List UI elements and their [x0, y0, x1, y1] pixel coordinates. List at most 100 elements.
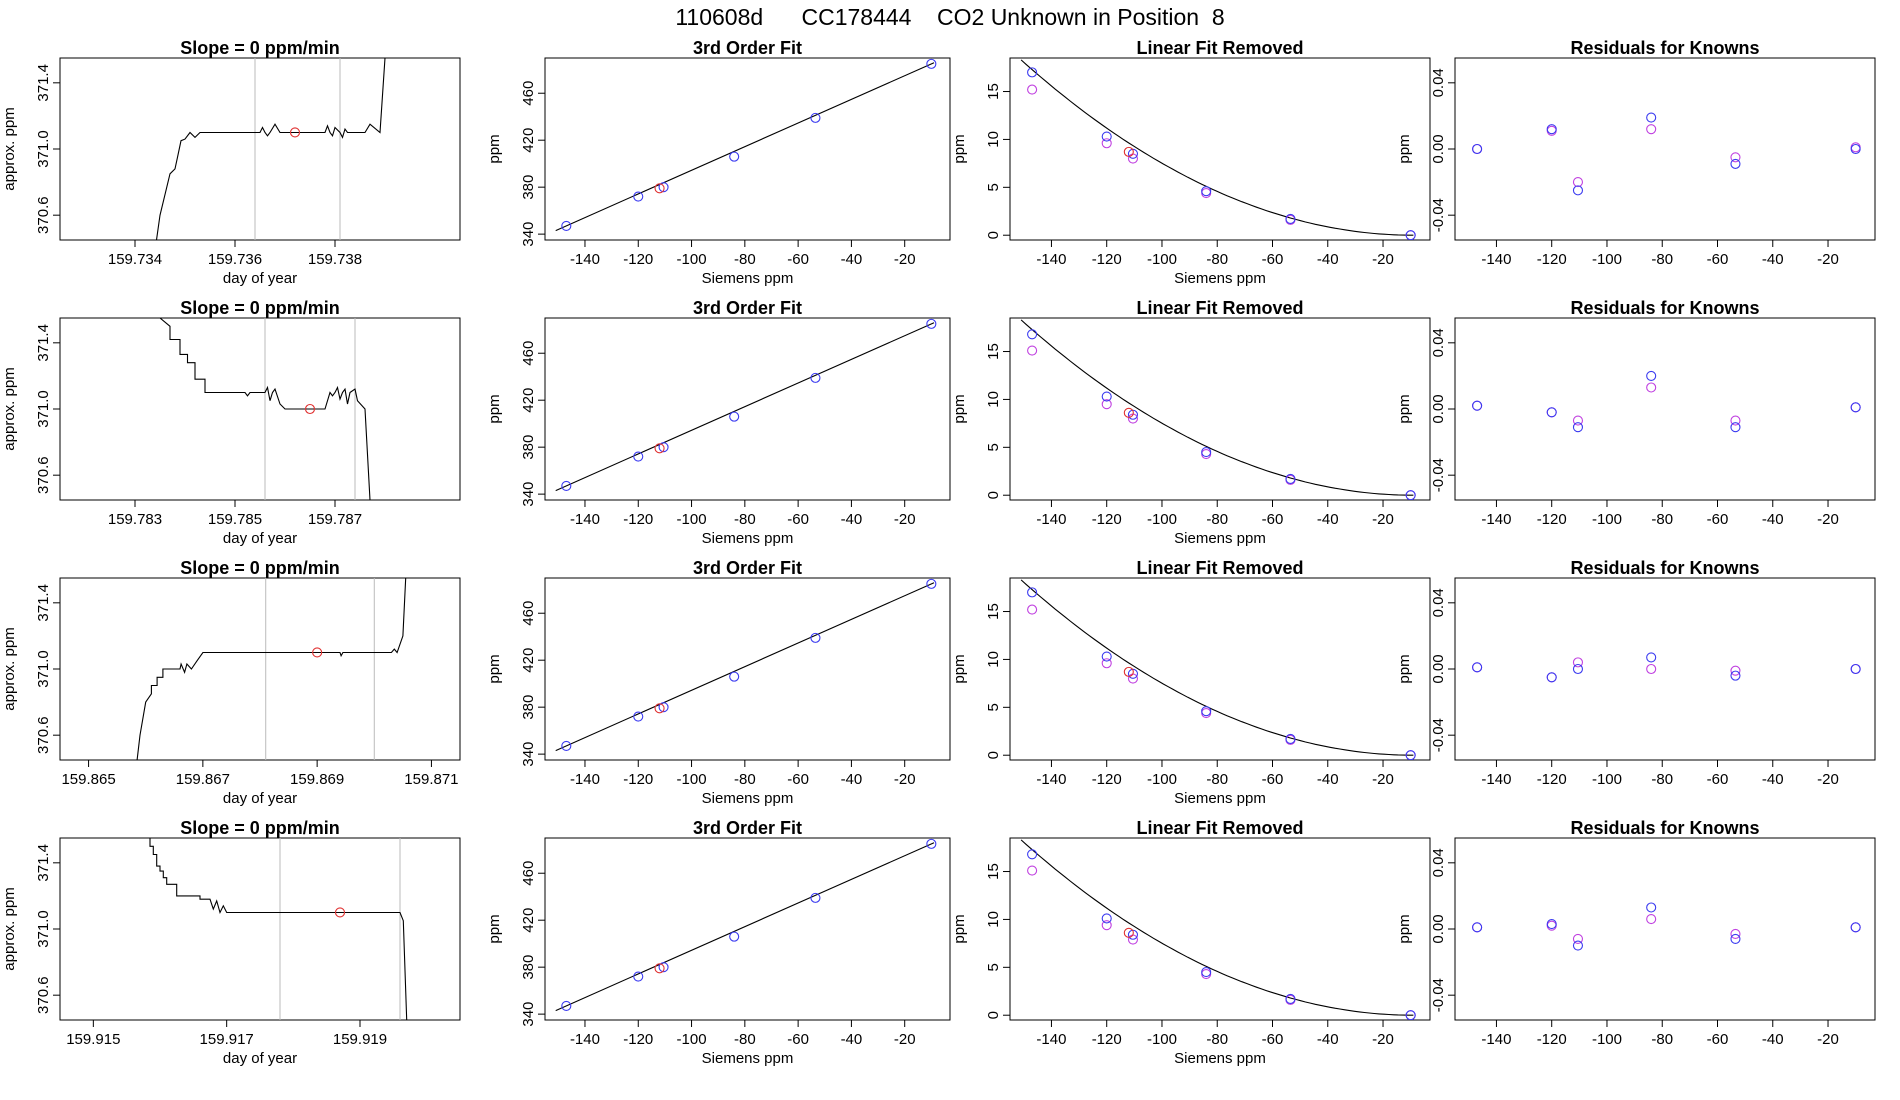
x-axis-label: Siemens ppm	[1174, 530, 1266, 547]
x-tick-label: -100	[1592, 771, 1622, 788]
y-axis-label: ppm	[951, 134, 968, 163]
x-axis-label: Siemens ppm	[702, 790, 794, 807]
y-tick-label: -0.04	[1430, 978, 1447, 1012]
plot-area	[555, 838, 937, 1012]
y-tick-label: 460	[520, 601, 537, 626]
x-tick-label: -120	[1537, 511, 1567, 528]
fit-curve	[1020, 59, 1414, 236]
plot-frame	[1454, 837, 1876, 1021]
x-axis-label: day of year	[223, 790, 297, 807]
standard-point	[1572, 422, 1584, 433]
standard-point-alt	[1101, 138, 1112, 149]
y-tick-label: 5	[985, 963, 1002, 971]
y-axis-label: ppm	[1396, 914, 1413, 943]
x-tick-label: -120	[623, 251, 653, 268]
x-tick-label: 159.915	[66, 1031, 120, 1048]
x-tick-label: -20	[1372, 251, 1394, 268]
y-tick-label: 0.00	[1430, 394, 1447, 423]
y-axis-label: ppm	[1396, 134, 1413, 163]
panel-r1-c2: 3rd Order Fit -140 -120 -100 -80 -60 -40 -20 340…	[486, 38, 951, 287]
standard-point	[1472, 662, 1483, 673]
x-tick-label: -140	[1481, 1031, 1511, 1048]
x-tick-label: -120	[1537, 251, 1567, 268]
y-axis-label: ppm	[951, 914, 968, 943]
x-tick-label: -40	[1762, 511, 1784, 528]
standard-point	[1646, 112, 1657, 123]
x-tick-label: -140	[1036, 1031, 1066, 1048]
standard-point	[1285, 473, 1296, 484]
standard-point	[729, 931, 740, 942]
mean-point	[289, 127, 301, 138]
standard-point	[926, 58, 937, 69]
panel-title: Linear Fit Removed	[1136, 38, 1303, 58]
x-tick-label: -120	[623, 771, 653, 788]
y-tick-label: 380	[520, 955, 537, 980]
plot-frame	[544, 577, 951, 761]
standard-point	[1546, 672, 1557, 683]
plot-area	[146, 838, 408, 1020]
x-tick-label: -120	[1092, 511, 1122, 528]
y-tick-label: 10	[985, 131, 1002, 148]
x-tick-label: -80	[1206, 511, 1228, 528]
panel-title: Residuals for Knowns	[1570, 38, 1759, 58]
plot-area	[1472, 902, 1861, 951]
panel-title: Slope = 0 ppm/min	[180, 298, 340, 318]
standard-point	[561, 1000, 572, 1011]
panel-title: 3rd Order Fit	[693, 818, 802, 838]
standard-point	[1472, 143, 1483, 155]
x-tick-label: -20	[894, 251, 916, 268]
plot-area	[155, 58, 386, 240]
plot-frame	[1009, 57, 1431, 241]
x-axis-label: Siemens ppm	[702, 1050, 794, 1067]
panel-title: Slope = 0 ppm/min	[180, 558, 340, 578]
plot-area	[1020, 839, 1416, 1020]
x-tick-label: -140	[1036, 251, 1066, 268]
standard-point	[633, 191, 644, 202]
y-tick-label: -0.04	[1430, 718, 1447, 752]
trace-line	[146, 838, 408, 1020]
panel-r3-c2: 3rd Order Fit -140 -120 -100 -80 -60 -40 -20 340…	[486, 558, 951, 807]
x-tick-label: -60	[1262, 511, 1284, 528]
y-axis-label: ppm	[1396, 654, 1413, 683]
y-tick-label: -0.04	[1430, 198, 1447, 232]
panel-title: Residuals for Knowns	[1570, 298, 1759, 318]
standard-point-alt	[1201, 188, 1212, 199]
standard-point	[926, 578, 937, 589]
y-tick-label: 0	[985, 751, 1002, 759]
y-axis-label: ppm	[1396, 394, 1413, 423]
plot-area	[555, 58, 937, 232]
x-tick-label: -60	[787, 771, 809, 788]
plot-frame	[1454, 57, 1876, 241]
standard-point	[1027, 329, 1038, 340]
x-tick-label: -140	[1036, 511, 1066, 528]
standard-point	[1730, 158, 1741, 169]
panel-r4-c3: Linear Fit Removed -140 -120 -100 -80 -60 -40 -…	[951, 818, 1431, 1067]
x-tick-label: -20	[1372, 511, 1394, 528]
y-axis-label: ppm	[486, 134, 503, 163]
panel-r1-c4: Residuals for Knowns -140 -120 -100 -80 -60 -4…	[1396, 38, 1876, 268]
standard-point	[1201, 447, 1212, 458]
standard-point	[1646, 652, 1657, 663]
standard-point-alt	[1572, 657, 1584, 668]
standard-point	[633, 711, 644, 722]
plot-frame	[544, 57, 951, 241]
standard-point	[1646, 370, 1657, 381]
panel-r2-c4: Residuals for Knowns -140 -120 -100 -80 -60 -4…	[1396, 298, 1876, 528]
x-tick-label: -140	[1481, 511, 1511, 528]
panel-grid: Slope = 0 ppm/min 159.734 159.736 159.738 37…	[1, 38, 1876, 1067]
standard-point	[926, 318, 937, 329]
standard-point	[1285, 733, 1296, 744]
y-tick-label: 15	[985, 83, 1002, 100]
x-tick-label: -100	[1147, 511, 1177, 528]
standard-point	[1850, 143, 1861, 155]
x-axis-label: day of year	[223, 270, 297, 287]
x-tick-label: -60	[1707, 771, 1729, 788]
y-axis-label: ppm	[951, 654, 968, 683]
x-tick-label: -40	[1317, 1031, 1339, 1048]
standard-point-alt	[1572, 415, 1584, 426]
plot-area	[1020, 59, 1416, 240]
x-tick-label: 159.787	[308, 511, 362, 528]
x-tick-label: 159.865	[61, 771, 115, 788]
x-tick-label: -100	[677, 251, 707, 268]
